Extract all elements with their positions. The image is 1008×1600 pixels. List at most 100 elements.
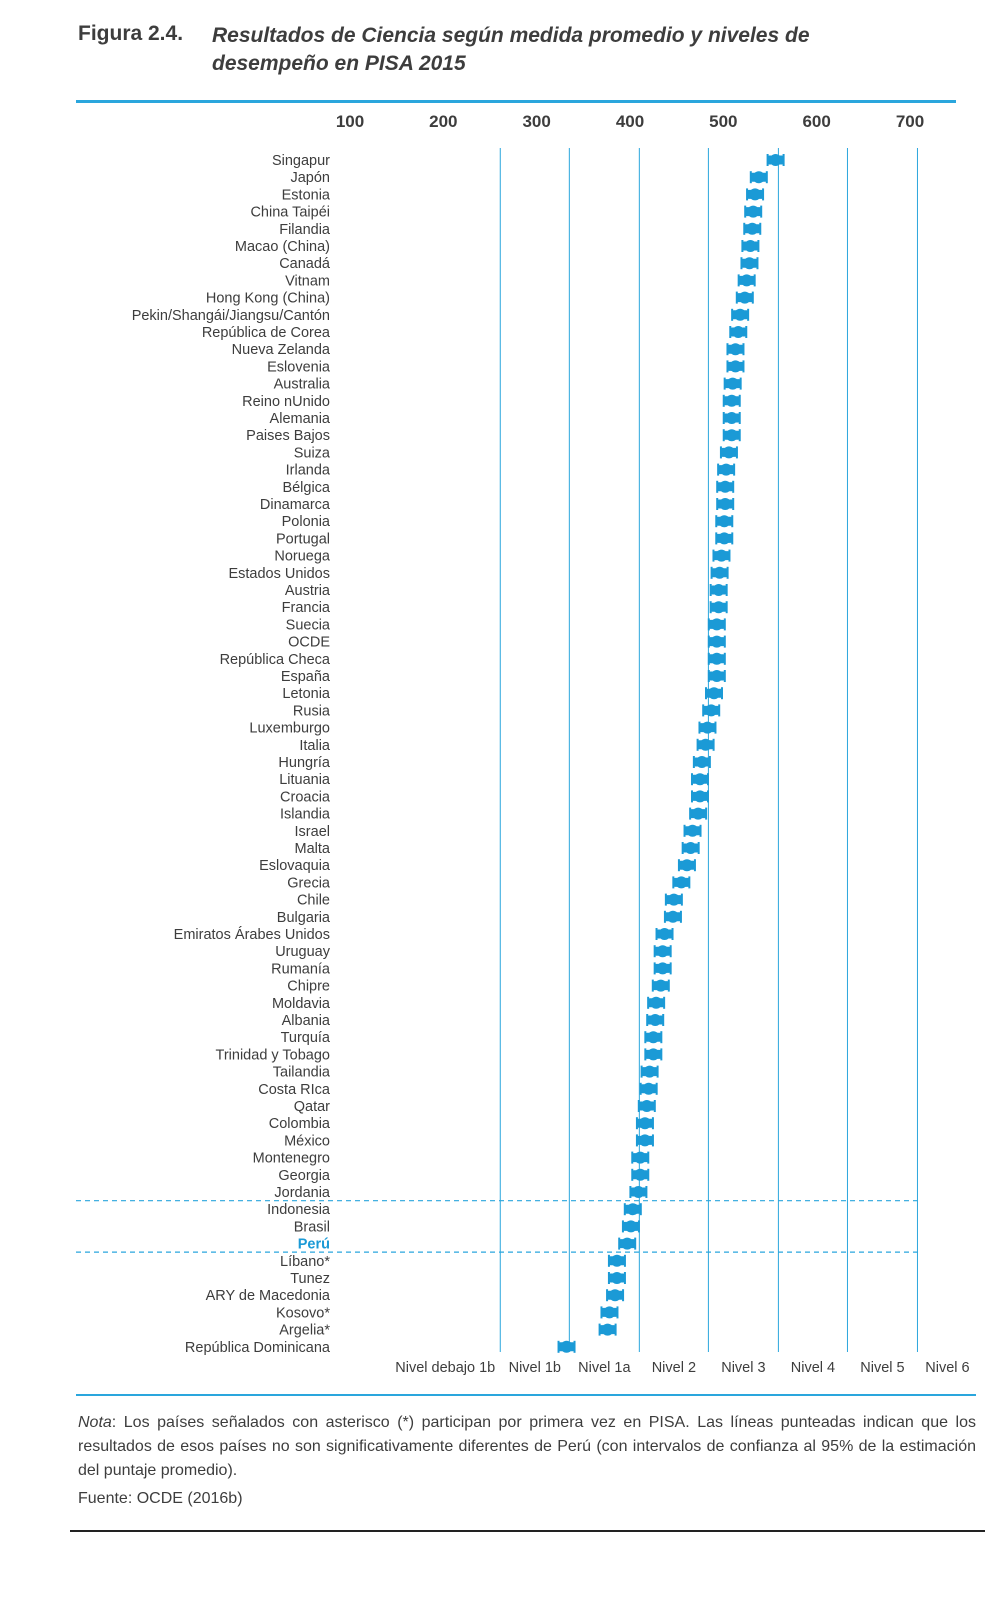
marker-mean	[650, 996, 663, 1009]
country-label: Luxemburgo	[249, 721, 330, 737]
country-marker	[640, 1065, 659, 1078]
marker-mean	[656, 962, 669, 975]
country-label: Singapur	[272, 153, 330, 169]
country-marker	[681, 842, 700, 854]
country-label: Eslovaquia	[259, 858, 331, 874]
country-marker	[621, 1220, 640, 1233]
marker-mean	[725, 412, 738, 424]
marker-mean	[680, 859, 693, 872]
axis-tick-label: 400	[616, 112, 644, 131]
country-marker	[722, 394, 741, 407]
country-marker	[749, 171, 768, 184]
country-label: Brasil	[294, 1219, 330, 1235]
marker-mean	[719, 498, 732, 510]
marker-mean	[675, 876, 688, 889]
country-label: Irlanda	[286, 463, 331, 479]
country-label: Vitnam	[285, 273, 330, 289]
country-label: Rusia	[293, 703, 331, 719]
marker-mean	[647, 1048, 660, 1061]
country-label: Albania	[282, 1013, 331, 1029]
country-label: Lituania	[279, 772, 331, 788]
country-label: Qatar	[294, 1099, 330, 1115]
country-marker	[557, 1340, 576, 1353]
marker-mean	[738, 291, 751, 304]
country-label: Austria	[285, 583, 331, 599]
axis-tick-label: 500	[709, 112, 737, 131]
country-label: Tailandia	[273, 1065, 331, 1081]
marker-mean	[647, 1031, 660, 1044]
country-marker	[691, 790, 709, 803]
country-marker	[729, 326, 748, 338]
marker-mean	[713, 566, 726, 579]
marker-mean	[705, 704, 718, 717]
marker-mean	[603, 1306, 616, 1319]
country-marker	[647, 996, 666, 1009]
end-rule	[70, 1530, 985, 1532]
marker-mean	[712, 584, 725, 596]
country-label: Malta	[295, 841, 331, 857]
country-label: Letonia	[282, 686, 331, 702]
country-label: Croacia	[280, 789, 331, 805]
country-marker	[766, 154, 785, 166]
marker-mean	[729, 343, 742, 356]
country-label: Islandia	[280, 807, 331, 823]
axis-tick-label: 100	[336, 112, 364, 131]
axis-tick-label: 700	[896, 112, 924, 131]
country-label: España	[281, 669, 331, 685]
marker-mean	[649, 1014, 662, 1026]
country-marker	[631, 1151, 650, 1164]
marker-mean	[715, 549, 728, 562]
country-marker	[644, 1031, 663, 1044]
country-label: México	[284, 1133, 330, 1149]
country-label: Colombia	[269, 1116, 331, 1132]
country-marker	[744, 205, 763, 218]
marker-mean	[710, 635, 723, 648]
country-marker	[710, 566, 729, 579]
country-marker	[702, 704, 721, 717]
country-marker	[644, 1048, 663, 1061]
country-label: Polonia	[282, 514, 331, 530]
marker-mean	[752, 171, 765, 184]
note-body: : Los países señalados con asterisco (*)…	[78, 1414, 976, 1479]
country-marker	[723, 377, 742, 390]
country-marker	[696, 738, 715, 751]
country-marker	[598, 1323, 617, 1336]
country-marker	[715, 515, 734, 528]
marker-mean	[718, 532, 731, 545]
marker-mean	[732, 326, 745, 338]
country-label: Australia	[274, 377, 331, 393]
country-label: Pekin/Shangái/Jiangsu/Cantón	[132, 308, 330, 324]
marker-mean	[744, 240, 757, 252]
country-label: Emiratos Árabes Unidos	[174, 926, 330, 943]
marker-mean	[654, 979, 667, 992]
country-marker	[607, 1272, 626, 1284]
country-marker	[731, 308, 750, 321]
country-label: República Dominicana	[185, 1340, 331, 1356]
country-label: Eslovenia	[267, 359, 331, 375]
marker-mean	[720, 463, 733, 476]
country-label: Montenegro	[253, 1151, 330, 1167]
country-marker	[691, 773, 709, 786]
marker-mean	[638, 1117, 651, 1130]
marker-mean	[749, 188, 762, 201]
country-label: Georgia	[278, 1168, 331, 1184]
country-marker	[635, 1117, 654, 1130]
country-marker	[600, 1306, 619, 1319]
marker-mean	[658, 928, 671, 940]
country-label: Chile	[297, 893, 330, 909]
country-label: Kosovo*	[276, 1305, 330, 1321]
country-label: Tunez	[290, 1271, 330, 1287]
country-label: Macao (China)	[235, 239, 330, 255]
country-label: Reino nUnido	[242, 394, 330, 410]
country-label: Israel	[295, 824, 330, 840]
marker-mean	[640, 1100, 653, 1112]
country-marker	[709, 584, 728, 596]
level-name: Nivel 4	[791, 1360, 835, 1376]
country-label: República Checa	[220, 652, 331, 668]
country-label: Hong Kong (China)	[206, 291, 330, 307]
country-marker	[737, 274, 756, 287]
level-boundaries	[499, 148, 918, 1352]
country-label: Jordania	[274, 1185, 331, 1201]
country-marker	[672, 876, 691, 889]
